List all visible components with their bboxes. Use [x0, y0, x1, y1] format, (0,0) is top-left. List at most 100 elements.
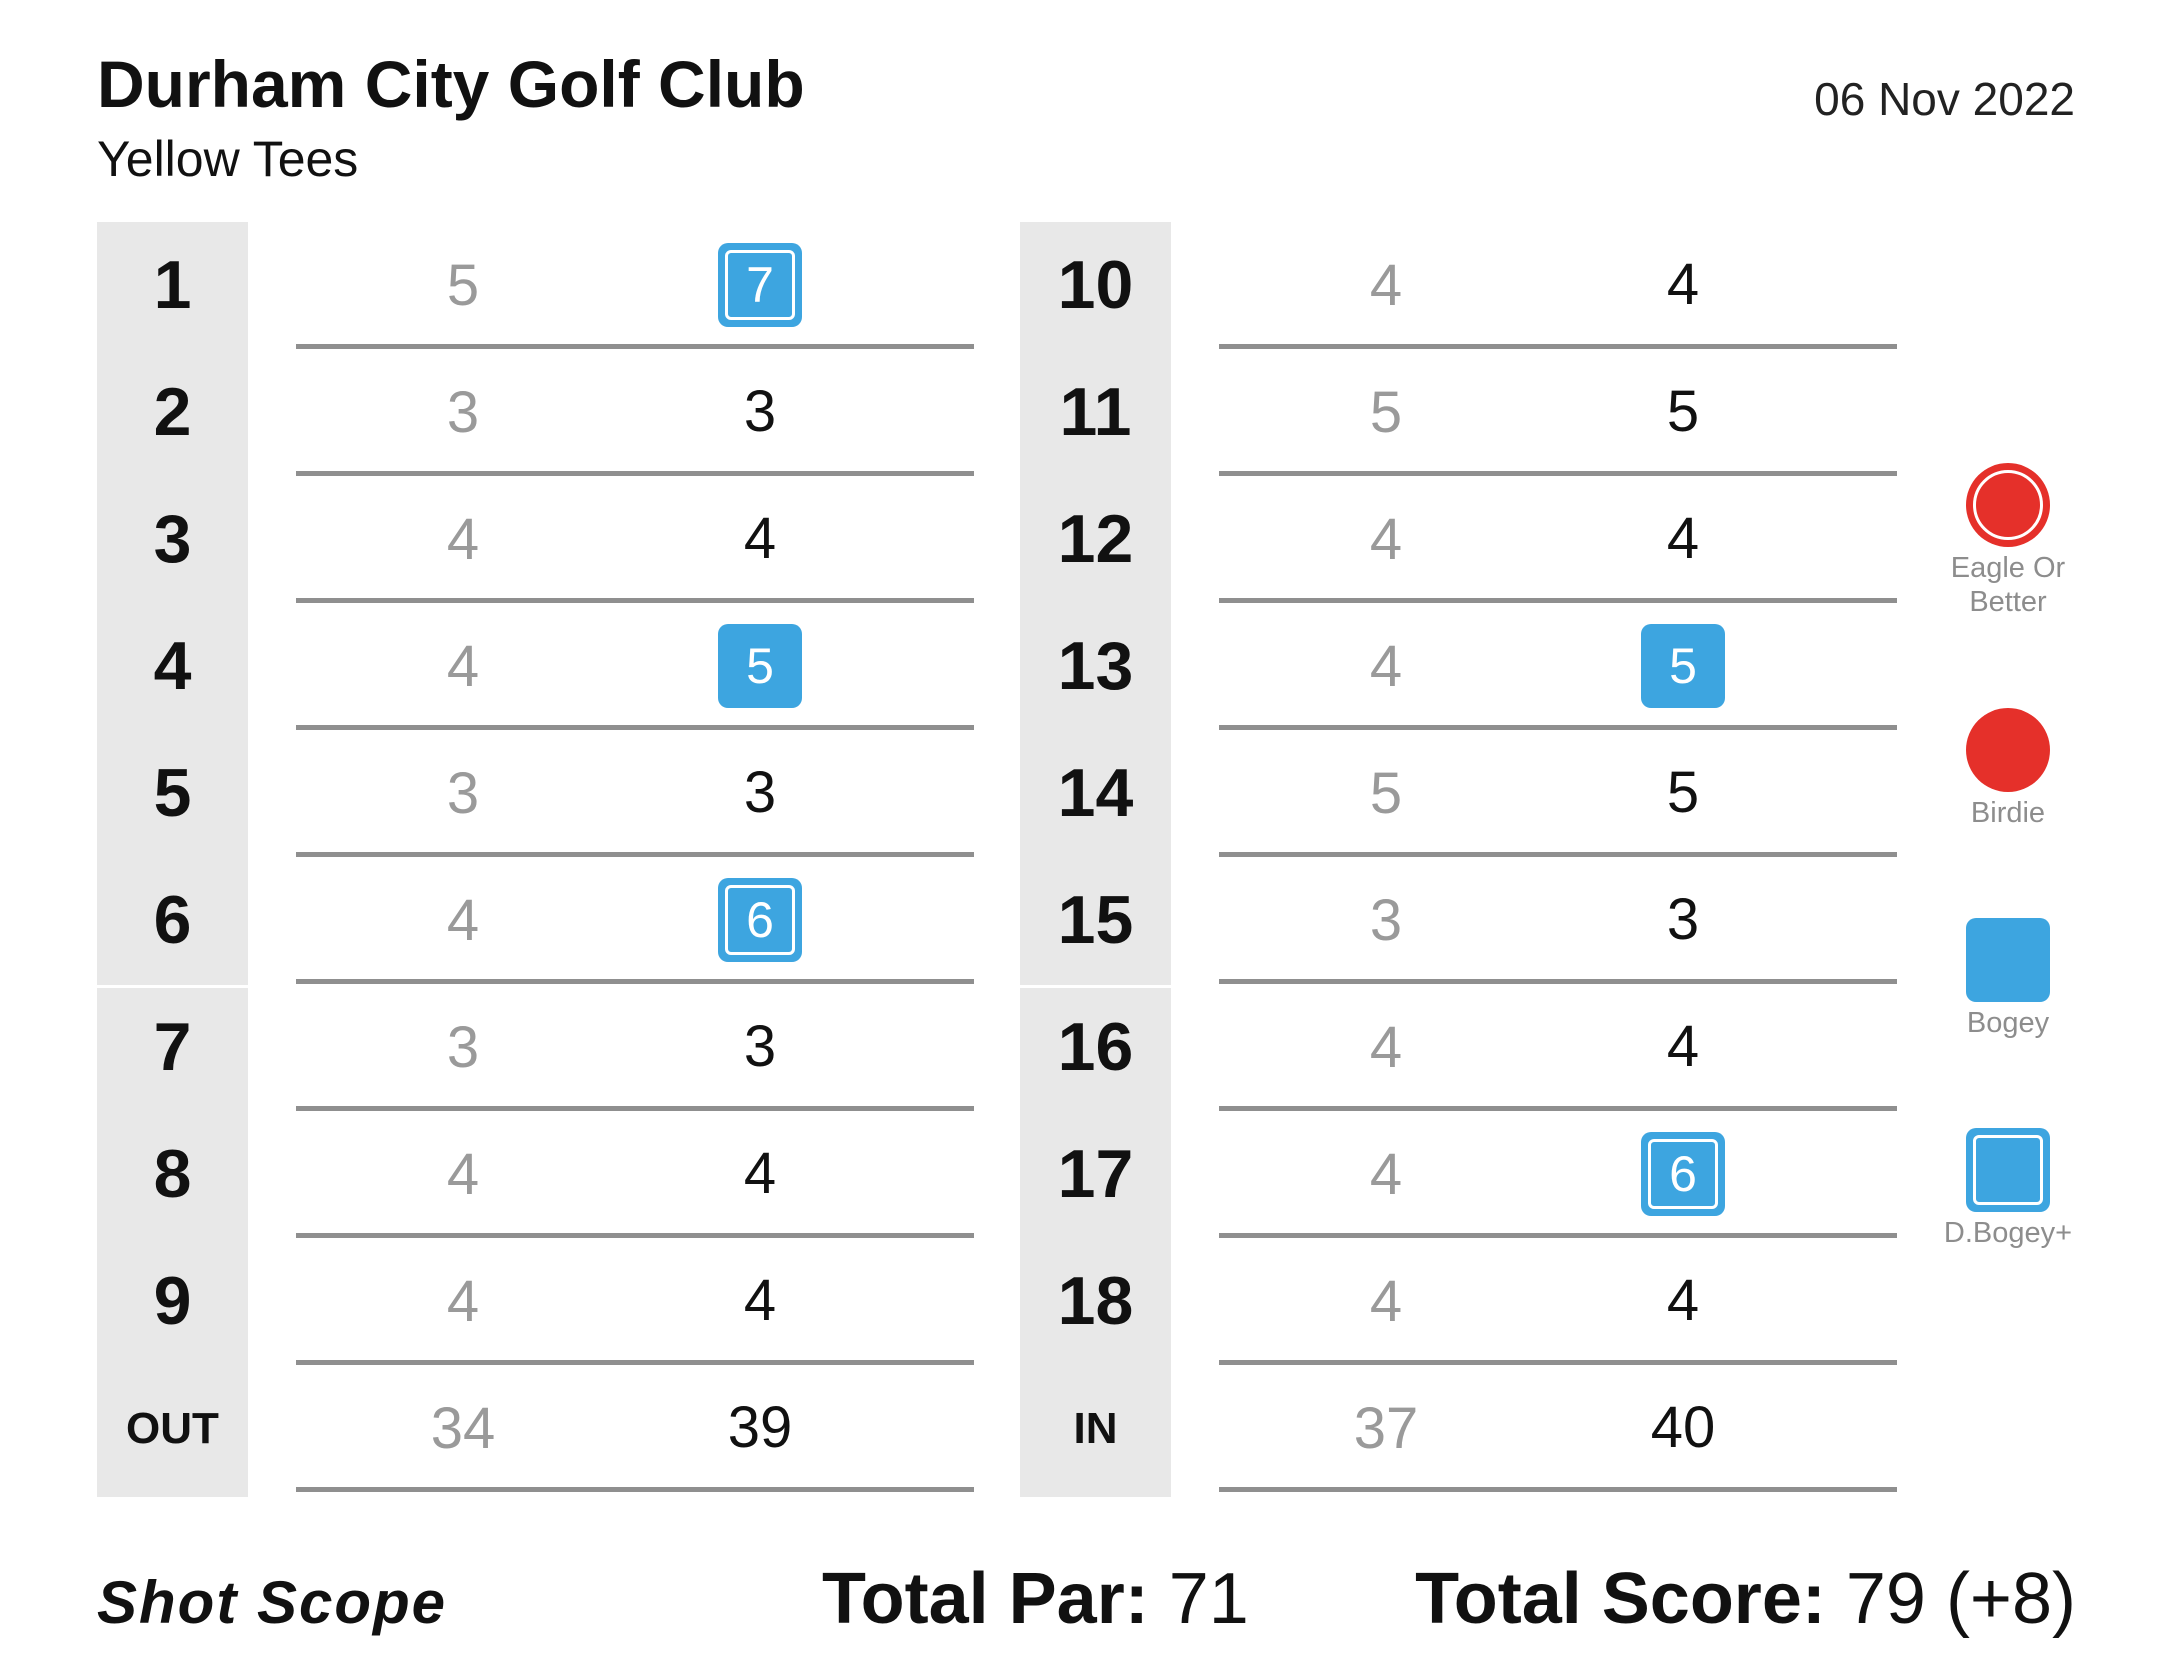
row-divider — [296, 598, 974, 603]
row-divider — [296, 1106, 974, 1111]
score-cell: 4 — [718, 497, 802, 581]
total-par-cell: 34 — [430, 1396, 496, 1461]
score-value: 5 — [1666, 760, 1700, 825]
par-cell: 4 — [1369, 634, 1403, 699]
score-value: 3 — [743, 379, 777, 444]
birdie-circle-icon — [1966, 708, 2050, 792]
par-cell: 4 — [446, 634, 480, 699]
hole-number: 14 — [1057, 755, 1134, 831]
legend-item: Birdie — [1933, 708, 2083, 830]
hole-number: 13 — [1057, 628, 1134, 704]
score-value: 4 — [1666, 252, 1700, 317]
par-cell: 3 — [446, 1015, 480, 1080]
score-cell: 4 — [1641, 243, 1725, 327]
total-score-cell: 40 — [1641, 1386, 1725, 1470]
hole-number: 9 — [153, 1263, 192, 1339]
row-divider — [1219, 1233, 1897, 1238]
score-cell: 3 — [718, 370, 802, 454]
row-divider — [1219, 852, 1897, 857]
hole-number: 7 — [153, 1009, 192, 1085]
par-cell: 5 — [446, 253, 480, 318]
par-cell: 4 — [1369, 1015, 1403, 1080]
score-cell: 5 — [1641, 751, 1725, 835]
score-value: 4 — [743, 1141, 777, 1206]
total-row-label: OUT — [126, 1404, 219, 1453]
par-cell: 3 — [446, 380, 480, 445]
score-cell: 5 — [718, 624, 802, 708]
hole-number: 5 — [153, 755, 192, 831]
row-divider — [296, 979, 974, 984]
total-score-cell: 39 — [718, 1386, 802, 1470]
par-cell: 4 — [446, 1142, 480, 1207]
score-cell: 5 — [1641, 624, 1725, 708]
par-cell: 4 — [446, 507, 480, 572]
row-divider — [1219, 1106, 1897, 1111]
par-cell: 4 — [446, 1269, 480, 1334]
par-cell: 5 — [1369, 761, 1403, 826]
hole-number: 8 — [153, 1136, 192, 1212]
tees-label: Yellow Tees — [97, 131, 359, 187]
hole-number: 17 — [1057, 1136, 1134, 1212]
par-cell: 4 — [1369, 507, 1403, 572]
hole-number: 16 — [1057, 1009, 1134, 1085]
score-cell: 3 — [1641, 878, 1725, 962]
score-cell: 4 — [1641, 1259, 1725, 1343]
row-divider — [1219, 979, 1897, 984]
total-score-value: 40 — [1650, 1395, 1716, 1460]
score-value: 4 — [1666, 506, 1700, 571]
row-divider — [1219, 344, 1897, 349]
total-row-label: IN — [1073, 1404, 1118, 1453]
row-divider — [296, 1487, 974, 1492]
score-value: 6 — [718, 878, 802, 962]
front-nine-hole-column — [97, 222, 248, 1497]
row-divider — [296, 852, 974, 857]
score-value: 5 — [1666, 379, 1700, 444]
legend-item: D.Bogey+ — [1933, 1128, 2083, 1250]
score-value: 3 — [743, 760, 777, 825]
hole-number: 10 — [1057, 247, 1134, 323]
score-value: 3 — [1666, 887, 1700, 952]
hole-number: 6 — [153, 882, 192, 958]
legend-label: D.Bogey+ — [1943, 1217, 2073, 1249]
total-score-value: 79 (+8) — [1845, 1559, 2076, 1639]
score-value: 5 — [718, 624, 802, 708]
total-par: Total Par: 71 — [822, 1558, 1249, 1640]
total-score-label: Total Score: — [1415, 1559, 1826, 1639]
hole-number: 1 — [153, 247, 192, 323]
hole-number: 4 — [153, 628, 192, 704]
score-value: 7 — [718, 243, 802, 327]
brand-logo: Shot Scope — [97, 1569, 448, 1636]
score-value: 4 — [1666, 1268, 1700, 1333]
par-cell: 4 — [446, 888, 480, 953]
bogey-square-icon — [1966, 918, 2050, 1002]
score-cell: 4 — [718, 1132, 802, 1216]
score-cell: 5 — [1641, 370, 1725, 454]
legend-label: Bogey — [1966, 1007, 2050, 1039]
score-value: 4 — [743, 506, 777, 571]
legend-item: Eagle Or Better — [1933, 463, 2083, 619]
par-cell: 4 — [1369, 253, 1403, 318]
hole-number: 3 — [153, 501, 192, 577]
row-divider — [1219, 1360, 1897, 1365]
hole-number: 12 — [1057, 501, 1134, 577]
score-cell: 7 — [718, 243, 802, 327]
legend-label: Eagle Or Better — [1950, 552, 2066, 618]
score-value: 6 — [1641, 1132, 1725, 1216]
row-divider — [296, 725, 974, 730]
hole-number: 18 — [1057, 1263, 1134, 1339]
round-date: 06 Nov 2022 — [1814, 73, 2075, 125]
par-cell: 4 — [1369, 1269, 1403, 1334]
score-cell: 6 — [1641, 1132, 1725, 1216]
score-cell: 3 — [718, 1005, 802, 1089]
double-bogey-square-icon — [1966, 1128, 2050, 1212]
hole-number: 2 — [153, 374, 192, 450]
row-divider — [1219, 1487, 1897, 1492]
score-value: 3 — [743, 1014, 777, 1079]
total-par-cell: 37 — [1353, 1396, 1419, 1461]
row-divider — [296, 471, 974, 476]
total-par-label: Total Par: — [822, 1559, 1149, 1639]
hole-number: 11 — [1059, 374, 1132, 450]
row-divider — [1219, 725, 1897, 730]
score-cell: 4 — [1641, 497, 1725, 581]
total-par-value: 71 — [1168, 1559, 1249, 1639]
